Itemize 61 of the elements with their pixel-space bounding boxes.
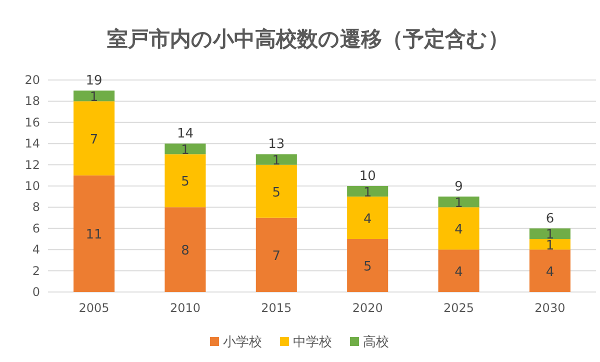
bar <box>347 196 388 239</box>
bar <box>74 175 115 292</box>
bar <box>529 228 570 239</box>
bar <box>347 186 388 197</box>
data-label: 5 <box>363 260 372 274</box>
data-label: 4 <box>454 222 463 238</box>
y-tick-label: 20 <box>24 73 40 87</box>
total-label: 6 <box>546 211 554 226</box>
legend-label: 小学校 <box>223 335 262 350</box>
x-tick-label: 2015 <box>261 301 292 315</box>
total-label: 19 <box>86 74 102 89</box>
legend-label: 中学校 <box>293 335 332 350</box>
bar <box>347 239 388 292</box>
bar <box>438 196 480 208</box>
bar <box>438 250 480 292</box>
data-label: 1 <box>363 185 372 200</box>
legend-label: 高校 <box>363 334 389 350</box>
bar <box>256 164 297 218</box>
total-label: 9 <box>454 180 463 195</box>
bar <box>256 218 297 292</box>
bar <box>164 207 206 292</box>
data-label: 1 <box>90 90 98 105</box>
y-tick-label: 10 <box>24 179 40 193</box>
bar <box>74 101 115 176</box>
y-tick-label: 12 <box>24 158 40 172</box>
y-tick-label: 2 <box>32 264 40 278</box>
total-label: 13 <box>268 137 285 152</box>
data-label: 4 <box>363 212 372 227</box>
bar <box>74 90 115 102</box>
bar <box>529 239 570 250</box>
y-tick-label: 4 <box>32 242 40 257</box>
data-label: 11 <box>86 228 102 243</box>
data-label: 4 <box>546 264 554 280</box>
bar <box>164 144 206 154</box>
x-tick-label: 2025 <box>444 301 474 315</box>
data-label: 5 <box>272 185 281 200</box>
y-tick-label: 18 <box>24 94 40 108</box>
data-label: 4 <box>454 264 463 280</box>
total-label: 14 <box>176 126 194 142</box>
y-tick-label: 8 <box>32 200 40 214</box>
total-label: 10 <box>359 169 376 184</box>
x-tick-label: 2010 <box>170 301 200 315</box>
data-label: 1 <box>181 142 190 158</box>
chart-title: 室戸市内の小中高校数の遷移（予定含む） <box>107 27 509 51</box>
data-label: 1 <box>272 154 281 168</box>
x-tick-label: 2020 <box>352 301 383 315</box>
y-tick-label: 6 <box>32 221 40 236</box>
y-tick-label: 16 <box>24 115 40 130</box>
x-tick-label: 2005 <box>78 301 110 315</box>
bar <box>529 250 570 292</box>
data-label: 8 <box>181 244 190 259</box>
data-label: 7 <box>90 132 98 148</box>
y-tick-label: 14 <box>24 136 40 151</box>
y-tick-label: 0 <box>32 285 40 299</box>
bar <box>164 154 206 208</box>
data-label: 5 <box>181 174 190 190</box>
x-tick-label: 2030 <box>534 301 566 315</box>
bar <box>438 207 480 250</box>
bar <box>256 154 297 165</box>
data-label: 7 <box>272 248 281 264</box>
data-label: 1 <box>454 196 463 211</box>
